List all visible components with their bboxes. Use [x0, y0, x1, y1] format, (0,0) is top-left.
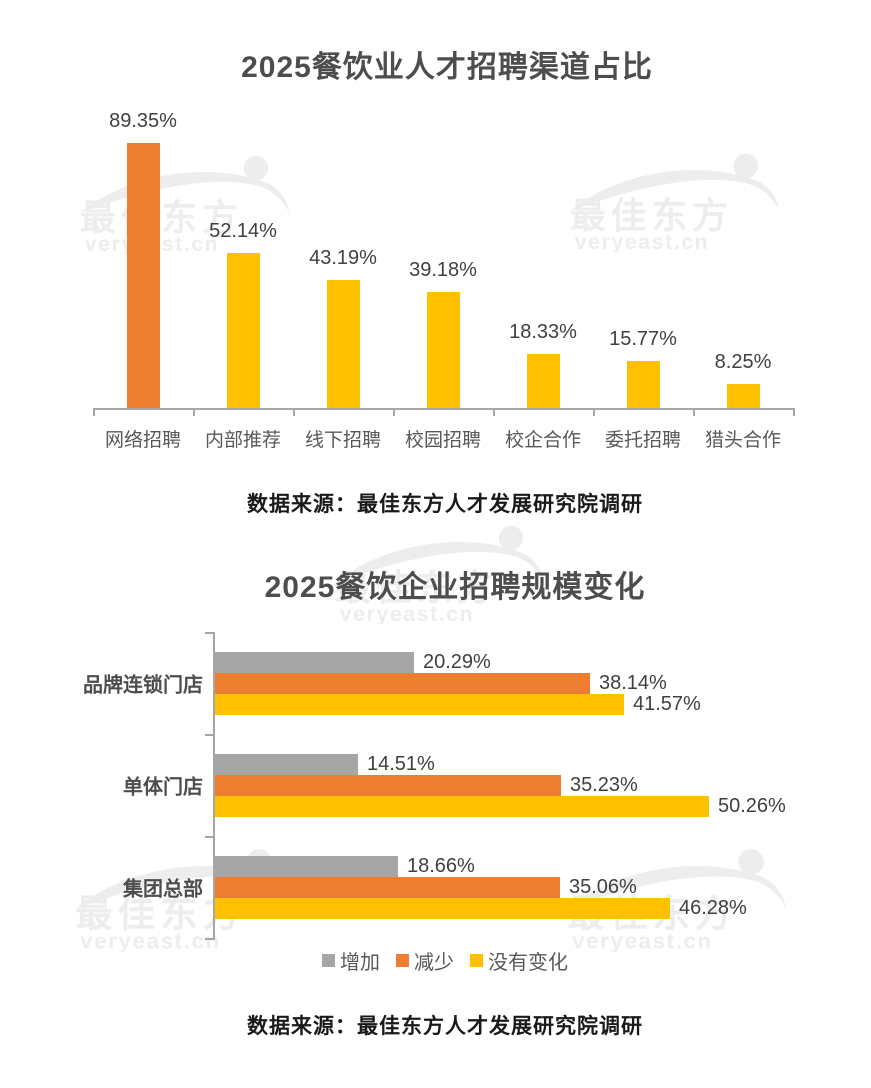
- chart2-y-axis: [213, 632, 215, 940]
- chart2-bar-group2-series0: [215, 856, 398, 877]
- chart1-x-axis-tick-4: [493, 408, 495, 416]
- svg-text:veryeast.cn: veryeast.cn: [80, 929, 221, 952]
- chart2-title: 2025餐饮企业招聘规模变化: [264, 571, 646, 604]
- chart2-value-label-group1-series0: 14.51%: [367, 753, 435, 775]
- chart1-category-label-4: 校企合作: [504, 430, 581, 451]
- svg-text:最佳东方: 最佳东方: [570, 196, 733, 236]
- chart2-source: 数据来源：最佳东方人才发展研究院调研: [247, 1015, 643, 1038]
- chart2-category-label-0: 品牌连锁门店: [83, 674, 203, 697]
- chart1-value-label-4: 18.33%: [509, 321, 577, 343]
- chart2-value-label-group0-series1: 38.14%: [599, 672, 667, 694]
- chart2-bar-group1-series0: [215, 754, 358, 775]
- chart1-x-axis-tick-0: [93, 408, 95, 416]
- legend-label-0: 增加: [340, 952, 380, 974]
- chart1-value-label-5: 15.77%: [609, 328, 677, 350]
- legend-label-2: 没有变化: [488, 952, 568, 974]
- legend-label-1: 减少: [414, 952, 454, 974]
- chart1-source: 数据来源：最佳东方人才发展研究院调研: [247, 493, 643, 516]
- chart1-title: 2025餐饮业人才招聘渠道占比: [241, 51, 653, 84]
- chart2-value-label-group0-series0: 20.29%: [423, 651, 491, 673]
- chart1-x-axis-tick-7: [793, 408, 795, 416]
- chart1-bar-4: [527, 354, 560, 408]
- legend-swatch-icon: [470, 954, 483, 967]
- legend-item-1: 减少: [396, 946, 454, 975]
- chart1-x-axis-tick-6: [693, 408, 695, 416]
- svg-text:最佳东方: 最佳东方: [335, 568, 498, 608]
- legend-swatch-icon: [396, 954, 409, 967]
- chart1-category-label-0: 网络招聘: [104, 430, 181, 451]
- chart1-category-label-3: 校园招聘: [404, 430, 481, 451]
- chart1-category-label-6: 猎头合作: [704, 430, 781, 451]
- chart1-category-label-2: 线下招聘: [304, 430, 381, 451]
- chart2-bar-group0-series0: [215, 652, 414, 673]
- chart2-bar-group1-series1: [215, 775, 561, 796]
- chart1-category-label-5: 委托招聘: [604, 430, 681, 451]
- chart1-value-label-0: 89.35%: [109, 110, 177, 132]
- chart1-value-label-2: 43.19%: [309, 247, 377, 269]
- chart2-category-label-1: 单体门店: [123, 776, 203, 799]
- chart2-y-axis-tick-0: [205, 632, 213, 634]
- legend-item-0: 增加: [322, 946, 380, 975]
- svg-text:veryeast.cn: veryeast.cn: [575, 231, 709, 252]
- legend-item-2: 没有变化: [470, 946, 568, 975]
- chart2-value-label-group2-series1: 35.06%: [569, 876, 637, 898]
- chart1-bar-2: [327, 280, 360, 408]
- chart2-value-label-group2-series2: 46.28%: [679, 897, 747, 919]
- chart2-bar-group2-series2: [215, 898, 670, 919]
- chart2-bar-group2-series1: [215, 877, 560, 898]
- chart1-x-axis: [93, 408, 795, 410]
- chart1-value-label-3: 39.18%: [409, 259, 477, 281]
- chart1-bar-0: [127, 143, 160, 408]
- chart2-value-label-group2-series0: 18.66%: [407, 855, 475, 877]
- chart1-x-axis-tick-5: [593, 408, 595, 416]
- svg-text:veryeast.cn: veryeast.cn: [572, 929, 713, 952]
- chart2-value-label-group1-series1: 35.23%: [570, 774, 638, 796]
- chart2-value-label-group0-series2: 41.57%: [633, 693, 701, 715]
- chart1-x-axis-tick-3: [393, 408, 395, 416]
- chart2-y-axis-tick-1: [205, 734, 213, 736]
- legend-swatch-icon: [322, 954, 335, 967]
- chart2-y-axis-tick-3: [205, 938, 213, 940]
- chart2-bar-group0-series1: [215, 673, 590, 694]
- chart2-y-axis-tick-2: [205, 836, 213, 838]
- chart2-bar-group0-series2: [215, 694, 624, 715]
- chart2-legend: 增加 减少 没有变化: [0, 946, 871, 975]
- chart1-bar-1: [227, 253, 260, 408]
- chart1-x-axis-tick-2: [293, 408, 295, 416]
- chart2-bar-group1-series2: [215, 796, 709, 817]
- chart1-bar-3: [427, 292, 460, 408]
- chart2-value-label-group1-series2: 50.26%: [718, 795, 786, 817]
- chart1-value-label-6: 8.25%: [714, 351, 772, 373]
- chart1-x-axis-tick-1: [193, 408, 195, 416]
- chart1-bar-5: [627, 361, 660, 408]
- chart1-bar-6: [727, 384, 760, 408]
- svg-text:最佳东方: 最佳东方: [75, 892, 245, 934]
- svg-text:veryeast.cn: veryeast.cn: [340, 603, 474, 624]
- chart1-value-label-1: 52.14%: [209, 220, 277, 242]
- chart1-category-label-1: 内部推荐: [204, 430, 281, 451]
- chart2-category-label-2: 集团总部: [123, 878, 203, 901]
